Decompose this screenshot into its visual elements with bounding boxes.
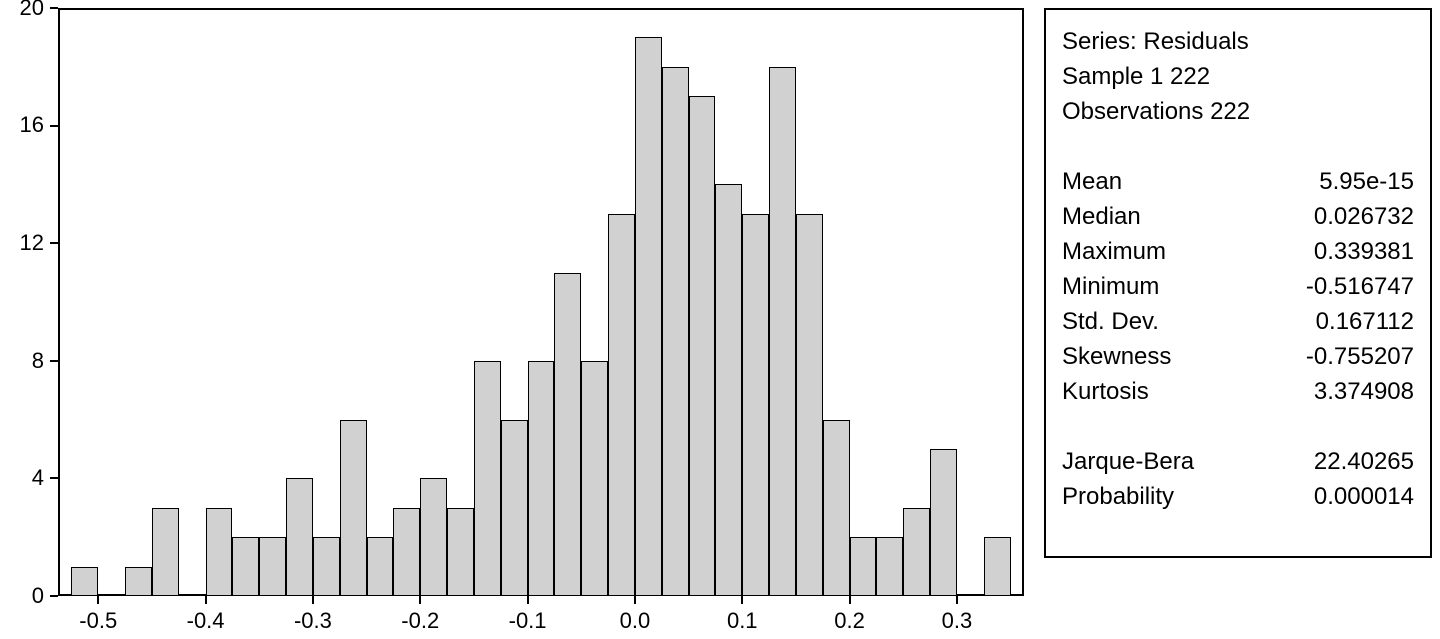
histogram-bar bbox=[340, 420, 367, 596]
stats-panel: Series: ResidualsSample 1 222Observation… bbox=[1044, 8, 1432, 558]
histogram-bar bbox=[393, 508, 420, 596]
y-tick-mark bbox=[50, 477, 58, 479]
histogram-bar bbox=[742, 214, 769, 596]
y-tick-mark bbox=[50, 360, 58, 362]
x-tick-mark bbox=[634, 596, 636, 604]
y-tick-mark bbox=[50, 7, 58, 9]
histogram-bar bbox=[850, 537, 877, 596]
y-tick-label: 8 bbox=[32, 348, 44, 374]
x-tick-label: 0.1 bbox=[727, 608, 758, 634]
stats-row: Probability 0.000014 bbox=[1062, 479, 1414, 514]
y-tick-label: 0 bbox=[32, 583, 44, 609]
histogram-bar bbox=[823, 420, 850, 596]
x-tick-mark bbox=[312, 596, 314, 604]
histogram-bar bbox=[420, 478, 447, 596]
histogram-bar bbox=[608, 214, 635, 596]
stats-row-label: Maximum bbox=[1062, 234, 1166, 269]
stats-row-value: 5.95e-15 bbox=[1319, 164, 1414, 199]
histogram-bar bbox=[206, 508, 233, 596]
histogram-bar bbox=[286, 478, 313, 596]
stats-row: Median 0.026732 bbox=[1062, 199, 1414, 234]
stats-row-value: 0.339381 bbox=[1314, 234, 1414, 269]
x-tick-label: -0.3 bbox=[294, 608, 332, 634]
spacer bbox=[1062, 129, 1414, 164]
y-tick-label: 20 bbox=[20, 0, 44, 21]
stats-row-label: Probability bbox=[1062, 479, 1174, 514]
stats-header-line: Sample 1 222 bbox=[1062, 59, 1414, 94]
stats-row-label: Median bbox=[1062, 199, 1141, 234]
y-tick-label: 16 bbox=[20, 112, 44, 138]
x-tick-label: 0.2 bbox=[834, 608, 865, 634]
histogram-bar bbox=[796, 214, 823, 596]
histogram-bar bbox=[769, 67, 796, 596]
histogram-bar bbox=[554, 273, 581, 596]
x-tick-label: 0.0 bbox=[620, 608, 651, 634]
histogram-bar bbox=[876, 537, 903, 596]
x-tick-label: -0.1 bbox=[509, 608, 547, 634]
histogram-bar bbox=[367, 537, 394, 596]
stats-header-line: Series: Residuals bbox=[1062, 24, 1414, 59]
stats-row-value: 0.167112 bbox=[1316, 304, 1414, 339]
stats-row: Jarque-Bera 22.40265 bbox=[1062, 444, 1414, 479]
histogram-bar bbox=[125, 567, 152, 596]
stats-row: Std. Dev. 0.167112 bbox=[1062, 304, 1414, 339]
stats-row-label: Minimum bbox=[1062, 269, 1159, 304]
x-tick-mark bbox=[849, 596, 851, 604]
y-tick-mark bbox=[50, 242, 58, 244]
histogram-bar bbox=[930, 449, 957, 596]
histogram-bar bbox=[71, 567, 98, 596]
y-tick-label: 12 bbox=[20, 230, 44, 256]
stats-row: Minimum -0.516747 bbox=[1062, 269, 1414, 304]
x-tick-mark bbox=[956, 596, 958, 604]
x-tick-mark bbox=[97, 596, 99, 604]
figure: 0 4 8 12 16 20 -0.5 -0.4 -0.3 -0.2 -0.1 0.0 0.1 0.2 0… bbox=[0, 0, 1440, 639]
histogram-bar bbox=[984, 537, 1011, 596]
histogram-bar bbox=[662, 67, 689, 596]
histogram-bar bbox=[903, 508, 930, 596]
y-tick-mark bbox=[50, 595, 58, 597]
histogram-bar bbox=[715, 184, 742, 596]
stats-row: Maximum 0.339381 bbox=[1062, 234, 1414, 269]
histogram-bar bbox=[313, 537, 340, 596]
stats-row-label: Jarque-Bera bbox=[1062, 444, 1194, 479]
histogram-bar bbox=[259, 537, 286, 596]
histogram-bar bbox=[581, 361, 608, 596]
y-tick-label: 4 bbox=[32, 465, 44, 491]
stats-row-value: 0.000014 bbox=[1314, 479, 1414, 514]
x-tick-label: -0.5 bbox=[79, 608, 117, 634]
stats-header-line: Observations 222 bbox=[1062, 94, 1414, 129]
x-tick-label: -0.4 bbox=[187, 608, 225, 634]
histogram-bar bbox=[447, 508, 474, 596]
x-tick-label: 0.3 bbox=[942, 608, 973, 634]
stats-row-value: -0.516747 bbox=[1306, 269, 1414, 304]
histogram-bar bbox=[232, 537, 259, 596]
histogram-bar bbox=[528, 361, 555, 596]
spacer bbox=[1062, 409, 1414, 444]
histogram-bar bbox=[501, 420, 528, 596]
stats-row: Mean 5.95e-15 bbox=[1062, 164, 1414, 199]
stats-row-value: 22.40265 bbox=[1314, 444, 1414, 479]
x-tick-mark bbox=[205, 596, 207, 604]
y-tick-mark bbox=[50, 125, 58, 127]
x-tick-label: -0.2 bbox=[401, 608, 439, 634]
x-tick-mark bbox=[419, 596, 421, 604]
stats-row: Skewness -0.755207 bbox=[1062, 339, 1414, 374]
histogram-bar bbox=[635, 37, 662, 596]
histogram-bar bbox=[689, 96, 716, 596]
stats-row-label: Std. Dev. bbox=[1062, 304, 1159, 339]
x-tick-mark bbox=[527, 596, 529, 604]
histogram-bar bbox=[474, 361, 501, 596]
stats-row-label: Mean bbox=[1062, 164, 1122, 199]
x-tick-mark bbox=[741, 596, 743, 604]
stats-row-label: Kurtosis bbox=[1062, 374, 1149, 409]
stats-row: Kurtosis 3.374908 bbox=[1062, 374, 1414, 409]
stats-row-label: Skewness bbox=[1062, 339, 1171, 374]
stats-row-value: -0.755207 bbox=[1306, 339, 1414, 374]
stats-row-value: 0.026732 bbox=[1314, 199, 1414, 234]
histogram-bar bbox=[152, 508, 179, 596]
stats-row-value: 3.374908 bbox=[1314, 374, 1414, 409]
